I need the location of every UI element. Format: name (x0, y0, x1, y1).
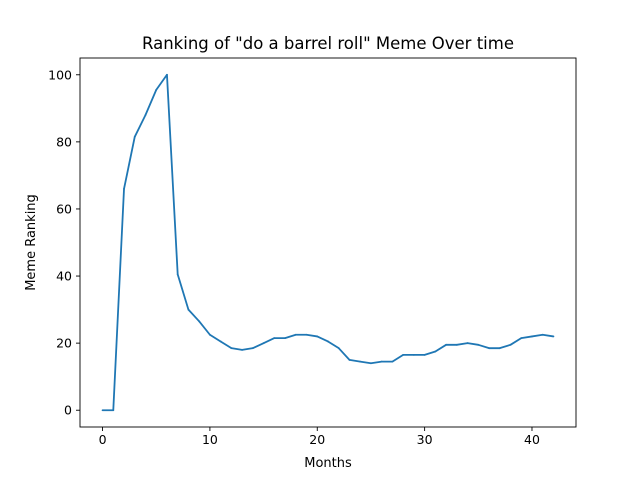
data-point (380, 360, 383, 363)
data-point (112, 409, 115, 412)
data-point (241, 348, 244, 351)
data-point (434, 350, 437, 353)
data-point (412, 353, 415, 356)
data-point (123, 187, 125, 190)
data-point (166, 73, 168, 76)
data-point (155, 88, 158, 91)
data-point (101, 409, 104, 412)
data-point (455, 343, 458, 346)
data-point (209, 333, 211, 336)
data-point (531, 335, 533, 338)
y-tick-label: 60 (56, 201, 72, 216)
series-line (102, 73, 554, 412)
data-point (552, 335, 555, 338)
data-point (466, 342, 469, 345)
data-point (176, 273, 179, 276)
data-point (423, 353, 426, 356)
data-point (305, 333, 308, 336)
data-point (520, 337, 523, 339)
data-point (509, 343, 512, 346)
data-point (219, 340, 222, 343)
data-point (402, 353, 405, 356)
data-point (370, 362, 372, 365)
chart-title: Ranking of "do a barrel roll" Meme Over … (142, 34, 514, 53)
data-point (294, 333, 297, 336)
data-point (262, 342, 265, 345)
data-point (198, 320, 201, 323)
data-point (273, 337, 276, 339)
plot-area (79, 57, 577, 428)
data-point (187, 308, 190, 311)
y-tick-label: 40 (56, 269, 72, 284)
data-point (144, 114, 147, 116)
data-point (230, 347, 233, 350)
y-tick-label: 20 (56, 336, 72, 351)
data-point (316, 335, 319, 338)
y-tick-label: 0 (64, 403, 72, 418)
x-tick-label: 40 (524, 432, 540, 447)
data-point (251, 347, 254, 350)
data-point (488, 347, 490, 350)
data-point (348, 359, 351, 361)
x-tick-label: 30 (417, 432, 433, 447)
data-point (133, 135, 136, 138)
data-point (445, 343, 447, 346)
y-tick-label: 80 (56, 134, 72, 149)
x-axis-label: Months (304, 456, 352, 471)
tick-group: 0 10 20 30 40 0 20 40 60 80 100 (48, 67, 540, 447)
y-axis-label: Meme Ranking (24, 194, 39, 291)
x-tick-label: 0 (99, 432, 107, 447)
data-point (477, 343, 480, 346)
data-point (327, 340, 329, 343)
data-point (284, 337, 286, 339)
series-group (101, 73, 555, 412)
x-tick-label: 20 (309, 432, 325, 447)
data-point (391, 360, 394, 363)
data-point (541, 333, 544, 336)
y-tick-label: 100 (48, 67, 72, 82)
data-point (498, 347, 501, 350)
x-tick-label: 10 (202, 432, 218, 447)
data-point (337, 347, 340, 350)
data-point (359, 360, 362, 363)
